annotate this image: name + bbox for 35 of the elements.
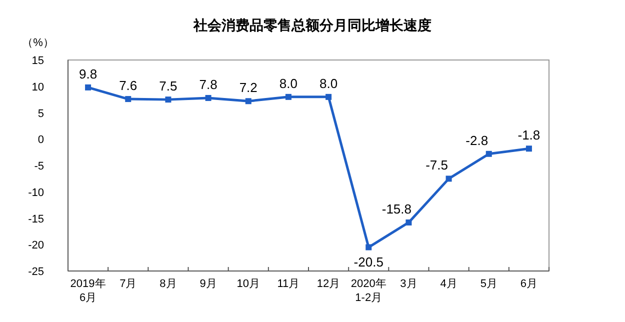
data-label: -20.5 [354,254,384,270]
ytick-label: -15 [28,213,44,226]
data-label: -7.5 [426,158,448,173]
data-label: 9.8 [79,66,98,82]
data-label: 8.0 [279,76,298,91]
title: 社会消费品零售总额分月同比增长速度 [194,17,432,33]
data-label: 7.8 [199,76,218,92]
xtick-label: 4月 [440,278,458,290]
ylabel: （%） [22,37,54,49]
data-label: -15.8 [382,201,412,216]
data-label: 7.2 [239,80,258,96]
xtick-label: 3月 [400,278,418,290]
ytick-label: -5 [34,160,44,172]
ytick-label: 0 [38,134,44,146]
ytick-label: 10 [32,81,44,94]
xtick-label: 9月 [200,278,217,290]
xtick-label: 7月 [120,278,137,290]
ytick-label: -25 [28,266,44,278]
xtick-label: 11月 [277,278,300,290]
xtick-label: 12月 [316,278,340,290]
ytick-label: -20 [28,240,44,252]
xtick-label: 2020年 1-2月 [350,278,386,304]
data-label: 7.6 [119,78,138,94]
data-label: 7.5 [159,78,178,94]
ytick-label: 15 [32,55,44,67]
xtick-label: 8月 [160,278,177,290]
data-label: -2.8 [466,132,488,148]
xtick-label: 6月 [520,278,538,290]
xtick-label: 2019年 6月 [70,278,106,304]
xtick-label: 10月 [236,278,260,290]
data-label: 8.0 [320,76,338,91]
xtick-label: 5月 [480,278,498,290]
ytick-label: 5 [38,108,44,120]
data-label: -1.8 [518,128,540,143]
ytick-label: -10 [28,186,44,199]
